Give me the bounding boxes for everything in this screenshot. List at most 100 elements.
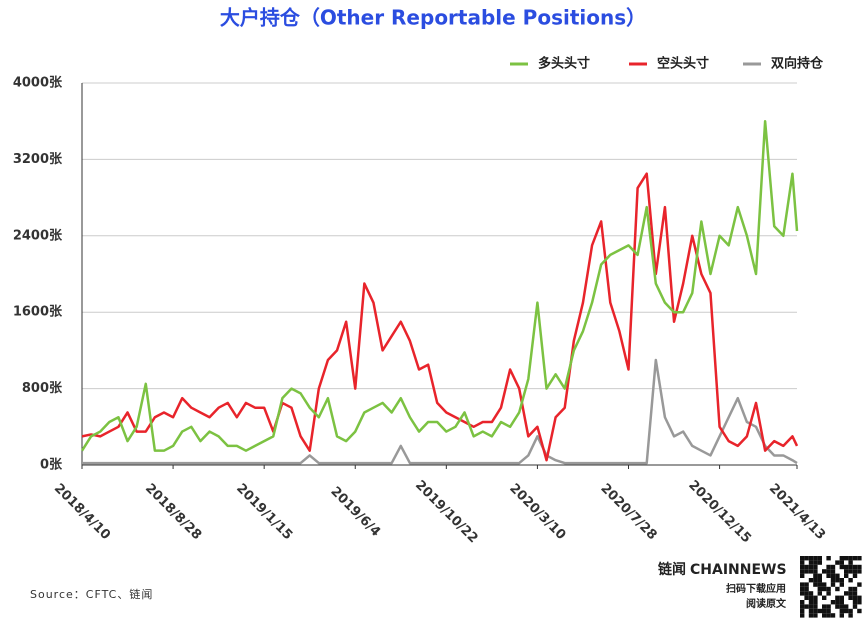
qr-cell <box>804 595 809 600</box>
qr-cell <box>817 578 822 583</box>
qr-cell <box>813 595 818 600</box>
qr-cell <box>844 608 849 614</box>
qr-cell <box>835 586 840 592</box>
qr-cell <box>817 556 822 561</box>
qr-cell <box>804 582 809 587</box>
qr-cell <box>835 573 840 578</box>
qr-cell <box>808 604 814 609</box>
qr-cell <box>835 560 840 565</box>
qr-cell <box>804 604 809 609</box>
logo-line: 扫码下载应用 <box>726 582 786 595</box>
qr-cell <box>817 582 822 587</box>
qr-cell <box>822 569 827 574</box>
qr-cell <box>839 608 844 614</box>
qr-cell <box>839 613 844 618</box>
x-tick-label: 2020/12/15 <box>685 478 753 546</box>
qr-cell <box>852 586 858 592</box>
qr-cell <box>848 591 853 596</box>
qr-cell <box>852 604 858 609</box>
qr-cell <box>839 556 844 561</box>
qr-cell <box>848 564 853 570</box>
y-tick-label: 4000张 <box>13 76 63 91</box>
qr-cell <box>852 556 858 561</box>
series-line <box>81 172 799 462</box>
qr-cell <box>826 613 831 618</box>
qr-cell <box>804 586 809 592</box>
qr-cell <box>826 569 831 574</box>
qr-cell <box>848 613 853 618</box>
qr-cell <box>839 578 844 583</box>
qr-cell <box>813 564 818 570</box>
qr-cell <box>822 613 827 618</box>
qr-cell <box>800 582 805 587</box>
qr-cell <box>830 569 836 574</box>
qr-cell <box>817 608 822 614</box>
qr-cell <box>813 556 818 561</box>
qr-cell <box>826 573 831 578</box>
source: Source：CFTC、链闻 <box>30 587 153 601</box>
qr-cell <box>808 556 814 561</box>
qr-cell <box>813 582 818 587</box>
qr-cell <box>800 573 805 578</box>
x-tick-label: 2019/1/15 <box>233 481 295 543</box>
qr-cell <box>826 564 831 570</box>
qr-cell <box>852 591 858 596</box>
x-tick-label: 2021/4/13 <box>766 481 828 543</box>
qr-cell <box>844 556 849 561</box>
qr-cell <box>835 604 840 609</box>
qr-cell <box>826 556 831 561</box>
qr-cell <box>835 595 840 600</box>
qr-cell <box>844 591 849 596</box>
qr-cell <box>808 608 814 614</box>
logo-brand: 链闻 <box>658 561 686 578</box>
qr-cell <box>852 569 858 574</box>
logo-line: 阅读原文 <box>746 597 787 610</box>
qr-cell <box>848 608 853 614</box>
qr-cell <box>800 591 805 596</box>
qr-cell <box>800 586 805 592</box>
qr-cell <box>835 578 840 583</box>
qr-cell <box>808 564 814 570</box>
qr-cell <box>800 560 805 565</box>
qr-cell <box>804 556 809 561</box>
qr-cell <box>839 564 844 570</box>
qr-cell <box>808 569 814 574</box>
qr-cell <box>817 560 822 565</box>
qr-cell <box>808 600 814 605</box>
y-tick-label: 0张 <box>40 458 63 473</box>
qr-cell <box>839 582 844 587</box>
logo-name: CHAINNEWS <box>690 562 787 578</box>
qr-cell <box>813 608 818 614</box>
qr-cell <box>844 573 849 578</box>
qr-cell <box>808 591 814 596</box>
qr-cell <box>857 564 862 570</box>
qr-cell <box>822 608 827 614</box>
qr-cell <box>830 600 836 605</box>
qr-cell <box>844 569 849 574</box>
qr-cell <box>813 600 818 605</box>
qr-cell <box>813 560 818 565</box>
qr-cell <box>839 560 844 565</box>
qr-cell <box>857 600 862 605</box>
qr-cell <box>822 604 827 609</box>
qr-cell <box>852 573 858 578</box>
qr-cell <box>857 608 862 614</box>
qr-cell <box>826 604 831 609</box>
qr-cell <box>852 595 858 600</box>
y-tick-label: 1600张 <box>13 305 63 320</box>
qr-code <box>800 556 862 618</box>
qr-cell <box>848 595 853 600</box>
qr-cell <box>835 600 840 605</box>
x-tick-label: 2019/10/22 <box>412 478 480 546</box>
qr-cell <box>800 564 805 570</box>
qr-cell <box>804 564 809 570</box>
qr-cell <box>848 560 853 565</box>
qr-cell <box>848 556 853 561</box>
legend-label: 双向持仓 <box>771 56 824 72</box>
series-line <box>82 358 798 465</box>
qr-cell <box>813 604 818 609</box>
qr-cell <box>848 578 853 583</box>
qr-cell <box>844 604 849 609</box>
qr-cell <box>857 582 862 587</box>
